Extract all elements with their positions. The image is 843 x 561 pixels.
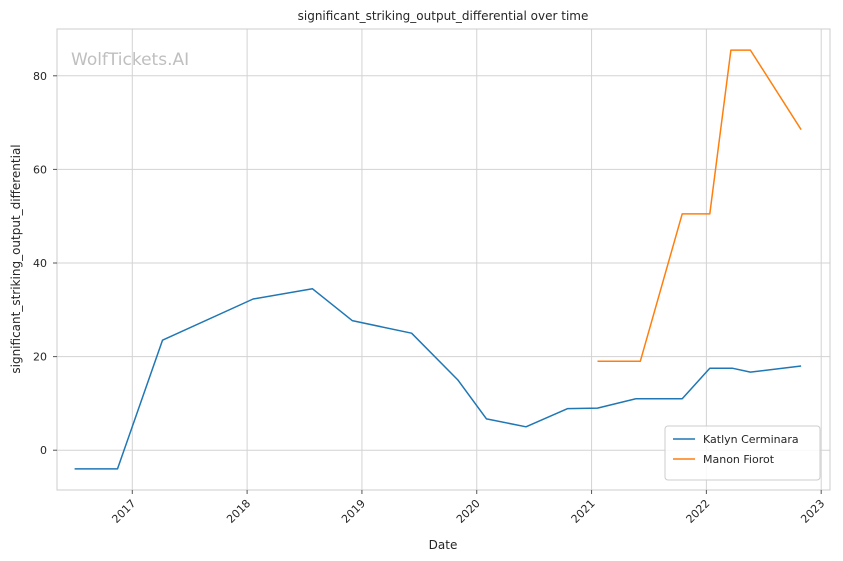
series-line-0 (74, 288, 802, 470)
y-tick-label: 0 (40, 444, 47, 457)
y-tick-label: 80 (33, 70, 47, 83)
y-tick-label: 40 (33, 257, 47, 270)
legend-label: Katlyn Cerminara (703, 433, 799, 446)
plot-area (57, 29, 830, 490)
series-lines (74, 49, 802, 470)
plot-frame (56, 28, 831, 491)
x-tick-label: 2019 (339, 497, 368, 526)
legend: Katlyn Cerminara Manon Fiorot (664, 425, 821, 481)
chart-title: significant_striking_output_differential… (298, 9, 589, 23)
y-axis-label: significant_striking_output_differential (9, 144, 23, 373)
legend-box (664, 425, 821, 481)
grid (57, 29, 830, 490)
x-tick-label: 2022 (684, 497, 713, 526)
y-tick-label: 20 (33, 351, 47, 364)
x-tick-label: 2017 (109, 497, 138, 526)
y-axis-ticks: 0 20 40 60 80 (33, 70, 57, 457)
x-tick-label: 2020 (454, 497, 483, 526)
x-axis-ticks: 2017 2018 2019 2020 2021 2022 2023 (109, 490, 827, 526)
legend-label: Manon Fiorot (703, 453, 775, 466)
x-tick-label: 2021 (569, 497, 598, 526)
series-line-1 (597, 49, 802, 363)
y-tick-label: 60 (33, 163, 47, 176)
x-tick-label: 2018 (224, 497, 253, 526)
x-axis-label: Date (429, 538, 458, 552)
x-tick-label: 2023 (798, 497, 827, 526)
watermark: WolfTickets.AI (71, 50, 189, 70)
